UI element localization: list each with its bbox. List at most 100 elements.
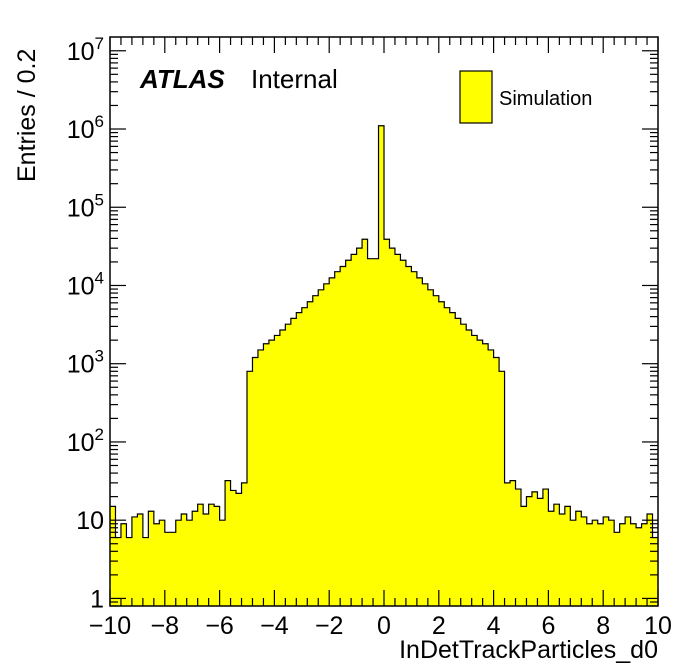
x-tick-label: 4 — [487, 612, 501, 640]
histogram-bar — [192, 511, 199, 606]
y-tick-label: 102 — [67, 425, 104, 457]
x-axis-ticks — [109, 37, 659, 606]
histogram-bar — [252, 357, 259, 606]
histogram-bar — [373, 258, 379, 606]
histogram-bar — [225, 480, 231, 606]
histogram-bar — [307, 301, 314, 606]
histogram-bar — [356, 248, 363, 606]
histogram-bar — [181, 513, 188, 606]
y-tick-label: 103 — [67, 347, 104, 379]
histogram-bar — [274, 335, 281, 606]
histogram-bar — [301, 307, 308, 606]
histogram-bar — [586, 523, 593, 606]
histogram-bar — [384, 239, 390, 607]
histogram-bar — [312, 295, 319, 606]
histogram-bar — [515, 489, 522, 606]
histogram-bar — [175, 520, 182, 606]
legend-label: Simulation — [499, 88, 592, 110]
histogram-bar — [164, 532, 171, 606]
histogram-bar — [575, 511, 582, 606]
histogram-bar — [647, 513, 653, 606]
x-tick-label: −4 — [260, 612, 289, 640]
histogram-bar — [625, 516, 631, 606]
histogram-bar — [159, 520, 166, 606]
histogram-bar — [230, 490, 237, 606]
y-axis-tick-labels: 1 10 102 103 104 105 106 107 — [67, 34, 104, 614]
histogram-bar — [438, 301, 445, 606]
histogram-bar — [592, 520, 599, 606]
y-tick-label: 104 — [67, 268, 104, 300]
histogram-bar — [559, 513, 566, 606]
x-tick-label: 10 — [644, 612, 672, 640]
histogram-bar — [279, 329, 286, 606]
histogram-bar — [504, 482, 511, 606]
y-tick-label: 107 — [67, 34, 104, 66]
histogram-bar — [137, 513, 144, 606]
y-axis-ticks — [110, 50, 658, 607]
histogram-bar — [488, 349, 494, 606]
y-tick-label: 105 — [67, 190, 104, 222]
x-tick-label: −6 — [205, 612, 234, 640]
histogram-bar — [570, 520, 577, 606]
histogram-bar — [460, 324, 467, 606]
histogram-bar — [499, 371, 505, 606]
histogram-bar — [411, 271, 418, 606]
histogram-bar — [455, 318, 462, 606]
y-tick-label: 1 — [90, 585, 104, 613]
histogram-bar — [340, 266, 347, 606]
histogram-bar — [521, 506, 527, 606]
x-tick-label: −10 — [89, 612, 131, 640]
histogram-bar — [290, 318, 297, 606]
histogram-bar — [482, 343, 489, 606]
histogram-bar — [493, 357, 500, 606]
histogram-bar — [378, 125, 385, 607]
histogram-bar — [394, 254, 401, 606]
histogram-bar — [636, 527, 642, 606]
x-tick-label: −8 — [151, 612, 180, 640]
histogram-bar — [597, 523, 604, 606]
histogram-bar — [334, 271, 341, 606]
histogram-bar — [537, 498, 544, 606]
atlas-label: ATLAS — [139, 64, 225, 94]
histogram-bar — [405, 266, 412, 606]
histogram-bar — [126, 537, 133, 606]
internal-label: Internal — [251, 64, 338, 94]
histogram-bar — [345, 260, 352, 606]
histogram-bar — [416, 277, 423, 606]
histogram-bar — [263, 343, 270, 606]
histogram-bar — [510, 480, 516, 606]
histogram-bar — [142, 537, 149, 606]
x-axis-tick-labels: −10 −8 −6 −4 −2 0 2 4 6 8 10 — [89, 612, 672, 640]
histogram-bar — [652, 537, 659, 606]
histogram-bar — [581, 516, 588, 606]
histogram-bar — [208, 504, 215, 606]
histogram-bar — [614, 532, 621, 606]
histogram-bar — [153, 523, 160, 606]
histogram-bar — [619, 523, 626, 606]
histogram-bar — [608, 520, 615, 606]
histogram-bar — [471, 335, 478, 606]
legend-swatch — [459, 70, 493, 124]
histogram-bar — [641, 523, 648, 606]
histogram-bar — [131, 516, 138, 606]
histogram-bar — [444, 307, 451, 606]
x-tick-label: 2 — [432, 612, 446, 640]
histogram-bar — [257, 349, 264, 606]
histogram-bar — [219, 520, 226, 606]
histogram-bar — [268, 340, 275, 606]
x-tick-label: 8 — [596, 612, 610, 640]
histogram-bar — [542, 489, 549, 606]
histogram-bar — [564, 506, 571, 606]
histogram-bar — [241, 482, 248, 606]
x-tick-label: 6 — [541, 612, 555, 640]
histogram-bar — [115, 537, 122, 606]
histogram-bar — [477, 340, 484, 606]
histogram-bar — [351, 254, 357, 606]
histogram-bar — [110, 506, 116, 606]
histogram-bar — [526, 496, 533, 606]
y-tick-label: 106 — [67, 112, 104, 144]
legend: Simulation — [459, 70, 592, 124]
histogram-bar — [120, 523, 127, 606]
y-axis-title: Entries / 0.2 — [13, 49, 41, 182]
